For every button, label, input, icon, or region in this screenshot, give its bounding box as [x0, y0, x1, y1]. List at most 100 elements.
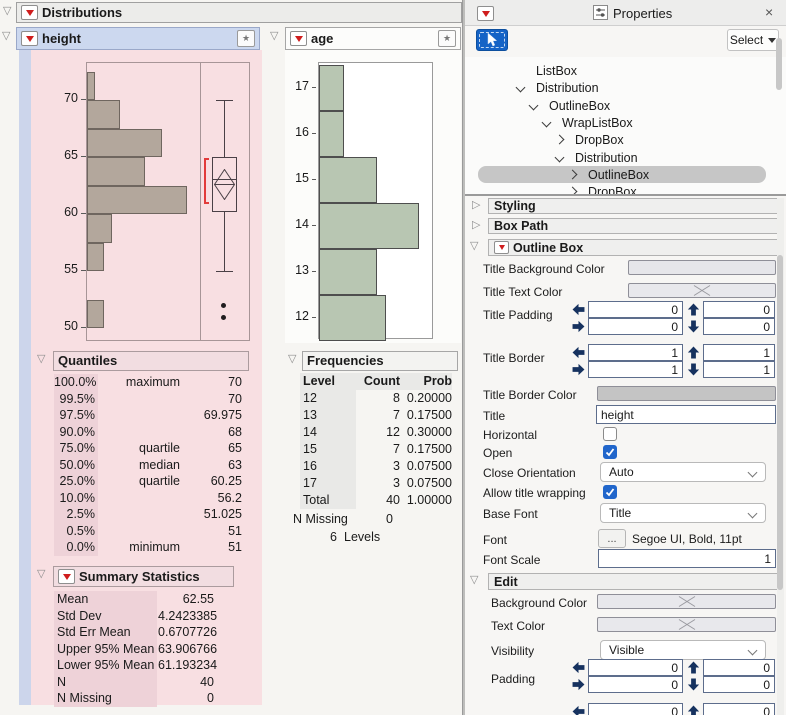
section-header-box-path[interactable]: Box Path [488, 218, 778, 234]
red-triangle-menu-icon[interactable] [494, 241, 509, 254]
red-triangle-menu-icon[interactable] [290, 31, 307, 46]
red-triangle-menu-icon[interactable] [21, 31, 38, 46]
box-path-expand-icon[interactable]: ▷ [472, 220, 480, 231]
quantiles-outline-header[interactable]: Quantiles [53, 351, 249, 371]
tree-chevron-down-icon[interactable] [529, 101, 539, 111]
outlier-point [221, 303, 226, 308]
font-scale-input[interactable]: 1 [598, 549, 776, 568]
base-font-dropdown[interactable]: Title [600, 503, 766, 523]
tree-chevron-down-icon[interactable] [555, 153, 565, 163]
age-disclosure-icon[interactable]: ▽ [270, 31, 278, 42]
summary-outline-header[interactable]: Summary Statistics [53, 566, 234, 587]
tree-scrollbar-thumb[interactable] [776, 38, 782, 90]
styling-expand-icon[interactable]: ▷ [472, 200, 480, 211]
spin-down-button[interactable] [687, 363, 700, 376]
tree-item[interactable]: Distribution [536, 80, 599, 97]
tree-chevron-down-icon[interactable] [542, 118, 552, 128]
padding-value-input[interactable]: 1 [703, 361, 775, 378]
distributions-outline-header[interactable]: Distributions [16, 2, 462, 23]
padding-value-input[interactable]: 0 [703, 703, 775, 715]
spin-left-button[interactable] [572, 705, 585, 715]
count-cell: 12 [356, 424, 400, 441]
padding-value-input[interactable]: 0 [703, 318, 775, 335]
red-triangle-menu-icon[interactable] [21, 5, 38, 20]
frequencies-outline-header[interactable]: Frequencies [302, 351, 458, 371]
spin-down-button[interactable] [687, 678, 700, 691]
section-header-outline-box[interactable]: Outline Box [488, 239, 778, 256]
spin-up-button[interactable] [687, 346, 700, 359]
tree-item[interactable]: DropBox [588, 184, 637, 196]
padding-value-input[interactable]: 0 [703, 676, 775, 693]
tree-chevron-right-icon[interactable] [568, 187, 578, 196]
spin-right-button[interactable] [572, 320, 585, 333]
outline-box-collapse-icon[interactable]: ▽ [470, 241, 478, 252]
spin-left-button[interactable] [572, 661, 585, 674]
tree-item[interactable]: Distribution [575, 150, 638, 167]
summary-disclosure-icon[interactable]: ▽ [37, 569, 45, 580]
spin-right-button[interactable] [572, 363, 585, 376]
quantile-value-cell: 68 [182, 424, 242, 441]
font-value: Segoe UI, Bold, 11pt [632, 532, 742, 547]
section-header-styling[interactable]: Styling [488, 198, 778, 214]
close-orientation-dropdown[interactable]: Auto [600, 462, 766, 482]
select-tool-button[interactable] [476, 29, 508, 51]
padding-value-input[interactable]: 0 [588, 301, 683, 318]
tree-item[interactable]: ListBox [536, 63, 577, 80]
tree-item[interactable]: DropBox [575, 132, 624, 149]
title-input[interactable]: height [596, 405, 776, 424]
padding-value-input[interactable]: 1 [588, 361, 683, 378]
quantiles-disclosure-icon[interactable]: ▽ [37, 354, 45, 365]
open-checkbox[interactable] [603, 445, 617, 459]
level-cell: 17 [300, 475, 356, 492]
tree-chevron-right-icon[interactable] [555, 135, 565, 145]
mean-diamond-icon [214, 169, 235, 200]
padding-value-input[interactable]: 0 [703, 659, 775, 676]
height-outline-header[interactable]: height ★ [16, 27, 260, 50]
padding-value-input[interactable]: 0 [588, 703, 683, 715]
close-icon[interactable]: × [765, 4, 773, 20]
bookmark-star-icon[interactable]: ★ [237, 30, 255, 47]
background-color-swatch[interactable] [597, 594, 776, 609]
spin-up-button[interactable] [687, 705, 700, 715]
axis-tick-mark [312, 317, 316, 318]
age-outline-header[interactable]: age ★ [285, 27, 461, 50]
tree-item[interactable]: WrapListBox [562, 115, 633, 132]
select-mode-dropdown[interactable]: Select [727, 29, 779, 51]
edit-collapse-icon[interactable]: ▽ [470, 575, 478, 586]
padding-value-input[interactable]: 0 [703, 301, 775, 318]
properties-scrollbar-thumb[interactable] [777, 255, 783, 590]
frequencies-disclosure-icon[interactable]: ▽ [288, 354, 296, 365]
font-picker-button[interactable]: ... [598, 529, 626, 548]
visibility-dropdown[interactable]: Visible [600, 640, 766, 660]
allow-title-wrapping-checkbox[interactable] [603, 485, 617, 499]
padding-value-input[interactable]: 0 [588, 676, 683, 693]
red-triangle-menu-icon[interactable] [477, 6, 494, 21]
spin-left-button[interactable] [572, 346, 585, 359]
padding-value-input[interactable]: 0 [588, 659, 683, 676]
tree-item[interactable]: OutlineBox [549, 98, 610, 115]
tree-chevron-down-icon[interactable] [516, 83, 526, 93]
padding-value-input[interactable]: 1 [703, 344, 775, 361]
tree-item[interactable]: OutlineBox [588, 167, 649, 184]
title-background-color-swatch[interactable] [628, 260, 776, 275]
left-arrow-icon [572, 346, 585, 359]
spin-left-button[interactable] [572, 303, 585, 316]
title-border-color-swatch[interactable] [597, 386, 776, 401]
spin-up-button[interactable] [687, 303, 700, 316]
title-text-color-swatch[interactable] [628, 283, 776, 298]
spin-up-button[interactable] [687, 661, 700, 674]
padding-value-input[interactable]: 1 [588, 344, 683, 361]
distributions-disclosure-icon[interactable]: ▽ [3, 6, 11, 17]
red-triangle-menu-icon[interactable] [58, 569, 75, 584]
padding-value-input[interactable]: 0 [588, 318, 683, 335]
height-disclosure-icon[interactable]: ▽ [2, 31, 10, 42]
text-color-swatch[interactable] [597, 617, 776, 632]
spin-right-button[interactable] [572, 678, 585, 691]
summary-row: Std Dev4.2423385 [54, 608, 214, 625]
n-missing-value: 0 [368, 511, 393, 528]
section-header-edit[interactable]: Edit [488, 573, 778, 590]
horizontal-checkbox[interactable] [603, 427, 617, 441]
frequencies-row: 1730.07500 [300, 475, 452, 492]
bookmark-star-icon[interactable]: ★ [438, 30, 456, 47]
spin-down-button[interactable] [687, 320, 700, 333]
